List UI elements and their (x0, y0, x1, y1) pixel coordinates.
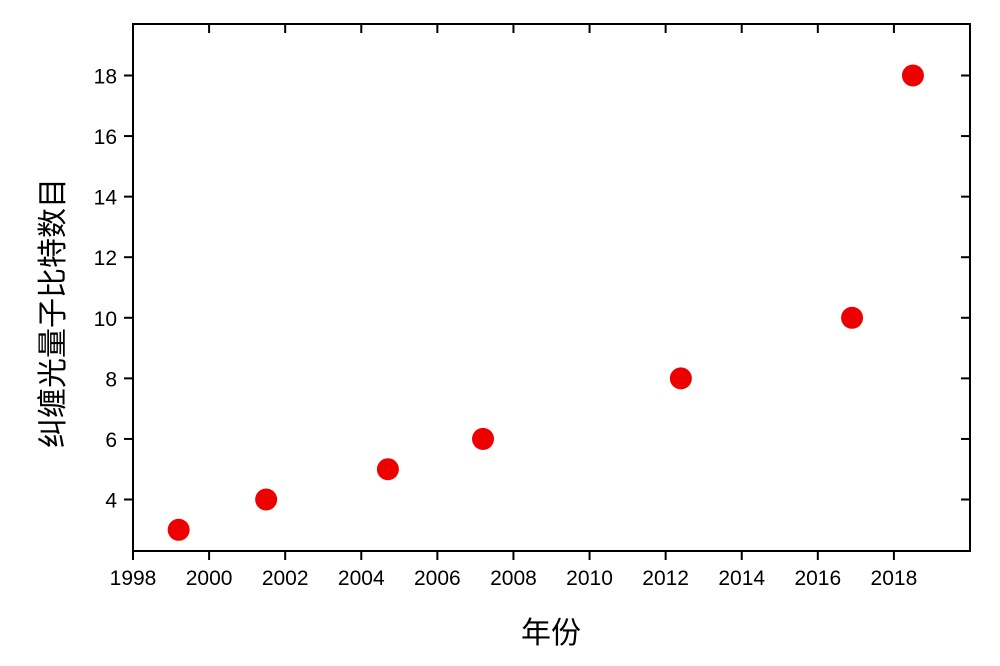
data-point (669, 367, 692, 390)
data-point (167, 518, 190, 541)
x-tick-label: 2012 (642, 567, 689, 590)
data-point (255, 488, 278, 511)
y-tick-label: 14 (94, 187, 118, 210)
x-tick-label: 2002 (262, 567, 309, 590)
x-tick-label: 2014 (718, 567, 765, 590)
x-tick-label: 1998 (110, 567, 157, 590)
x-tick-label: 2000 (186, 567, 233, 590)
x-tick-label: 2006 (414, 567, 461, 590)
x-tick-label: 2004 (338, 567, 385, 590)
data-point (376, 458, 399, 481)
y-tick-label: 18 (94, 65, 117, 88)
x-tick-label: 2016 (794, 567, 841, 590)
x-tick-label: 2018 (871, 567, 918, 590)
axis-ticks: 1998 2000 2002 2004 2006 2008 2010 2012 2014 2016… (94, 24, 970, 590)
data-point (472, 427, 495, 450)
x-axis-title: 年份 (521, 616, 581, 651)
y-tick-label: 8 (105, 368, 117, 391)
data-point (841, 306, 864, 329)
plot-frame (132, 23, 971, 552)
y-tick-label: 16 (94, 126, 117, 149)
y-tick-label: 12 (94, 247, 117, 270)
y-axis-title: 纠缠光量子比特数目 (36, 178, 71, 448)
y-tick-label: 6 (105, 429, 117, 452)
data-points (167, 64, 924, 541)
x-tick-label: 2008 (490, 567, 537, 590)
x-tick-label: 2010 (566, 567, 613, 590)
y-tick-label: 4 (105, 490, 117, 513)
data-point (901, 64, 924, 87)
y-tick-label: 10 (94, 308, 117, 331)
